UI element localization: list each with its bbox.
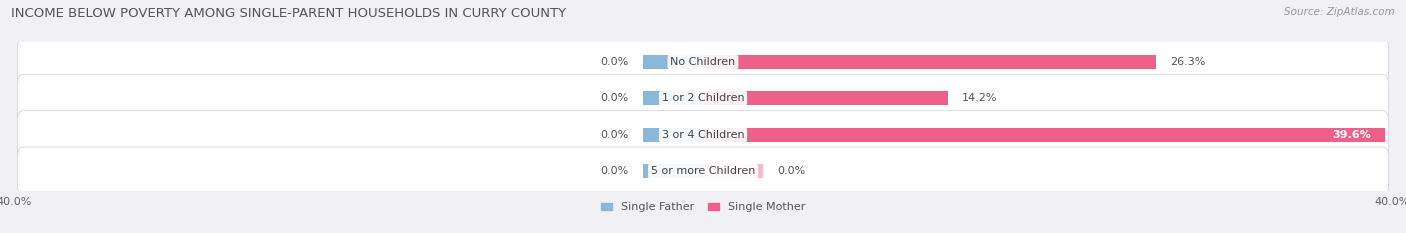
Bar: [703, 55, 1156, 69]
Bar: [643, 164, 703, 178]
Bar: [643, 55, 703, 69]
Text: 14.2%: 14.2%: [962, 93, 997, 103]
FancyBboxPatch shape: [17, 38, 1389, 86]
Bar: [703, 91, 948, 105]
Text: 0.0%: 0.0%: [778, 166, 806, 176]
Bar: [703, 128, 1385, 142]
Text: 0.0%: 0.0%: [600, 93, 628, 103]
Legend: Single Father, Single Mother: Single Father, Single Mother: [600, 202, 806, 212]
Bar: [643, 128, 703, 142]
Text: 39.6%: 39.6%: [1333, 130, 1371, 140]
Bar: [643, 91, 703, 105]
Text: Source: ZipAtlas.com: Source: ZipAtlas.com: [1284, 7, 1395, 17]
Text: 0.0%: 0.0%: [600, 57, 628, 67]
Text: INCOME BELOW POVERTY AMONG SINGLE-PARENT HOUSEHOLDS IN CURRY COUNTY: INCOME BELOW POVERTY AMONG SINGLE-PARENT…: [11, 7, 567, 20]
Text: 0.0%: 0.0%: [600, 130, 628, 140]
Text: 0.0%: 0.0%: [600, 166, 628, 176]
Bar: [703, 164, 763, 178]
Text: 1 or 2 Children: 1 or 2 Children: [662, 93, 744, 103]
Text: 26.3%: 26.3%: [1170, 57, 1205, 67]
Text: No Children: No Children: [671, 57, 735, 67]
FancyBboxPatch shape: [17, 74, 1389, 122]
Text: 5 or more Children: 5 or more Children: [651, 166, 755, 176]
Text: 3 or 4 Children: 3 or 4 Children: [662, 130, 744, 140]
FancyBboxPatch shape: [17, 147, 1389, 195]
FancyBboxPatch shape: [17, 111, 1389, 159]
